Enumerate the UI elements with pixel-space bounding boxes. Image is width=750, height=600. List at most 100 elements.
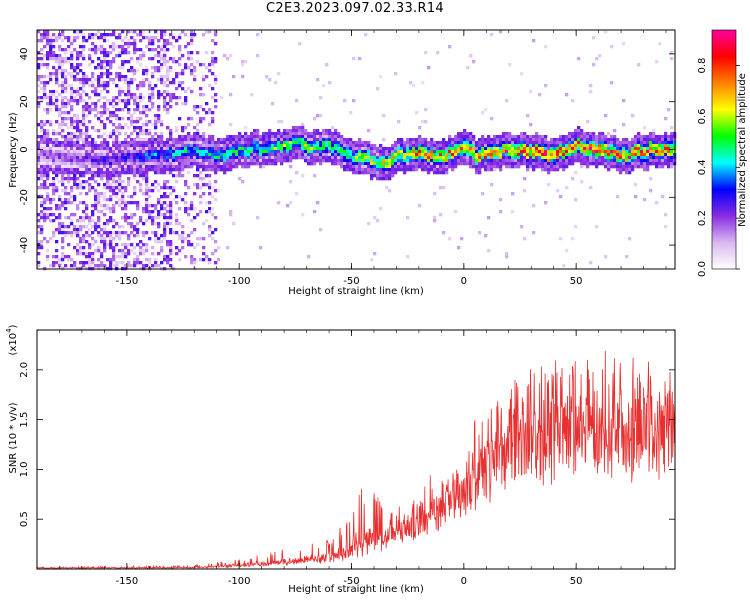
spectrogram-cell [589,144,593,148]
spectrogram-cell [88,33,92,37]
spectrogram-cell [70,147,74,151]
spectrogram-cell [148,165,152,169]
spectrogram-cell [175,174,179,178]
spectrogram-cell [151,204,155,208]
spectrogram-cell [493,144,497,148]
spectrogram-cell [157,135,161,139]
spectrogram-cell [73,135,77,139]
spectrogram-cell [397,153,401,157]
spectrogram-cell [664,159,668,163]
spectrogram-cell [646,168,650,172]
spectrogram-cell [124,252,128,256]
spectrogram-cell [40,171,44,175]
spectrogram-cell [103,153,107,157]
spectrogram-cell [289,165,293,169]
spectrogram-cell [478,141,482,145]
spectrogram-cell [136,132,140,136]
spectrogram-cell [154,123,158,127]
spectrogram-cell [169,150,173,154]
spectrogram-cell [532,153,536,157]
spectrogram-cell [109,114,113,118]
spectrogram-cell [643,147,647,151]
spectrogram-cell [100,105,104,109]
spectrogram-cell [169,69,173,73]
spectrogram-cell [382,147,386,151]
spectrogram-cell [646,147,650,151]
spectrogram-cell [82,48,86,52]
spectrogram-cell [112,156,116,160]
spectrogram-cell [622,141,626,145]
spectrogram-cell [106,186,110,190]
spectrogram-cell [109,216,113,220]
spectrogram-cell [115,72,119,76]
spectrogram-cell [106,135,110,139]
spectrogram-cell [229,150,233,154]
spectrogram-cell [193,78,197,82]
spectrogram-cell [103,195,107,199]
spectrogram-cell [76,243,80,247]
spectrogram-cell [142,144,146,148]
spectrogram-cell [460,156,464,160]
spectrogram-cell [160,261,164,265]
spectrogram-cell [202,144,206,148]
spectrogram-cell [154,216,158,220]
spectrogram-cell [64,87,68,91]
spectrogram-cell [187,156,191,160]
spectrogram-cell [286,156,290,160]
spectrogram-cell [55,216,59,220]
spectrogram-cell [154,159,158,163]
spectrogram-cell [535,150,539,154]
spectrogram-cell [295,141,299,145]
spectrogram-cell [607,168,611,172]
spectrogram-cell [115,36,119,40]
spectrogram-cell [88,153,92,157]
spectrogram-cell [262,144,266,148]
spectrogram-cell [82,153,86,157]
spectrogram-cell [61,120,65,124]
spectrogram-cell [76,228,80,232]
spectrogram-cell [127,99,131,103]
spectrogram-cell [556,147,560,151]
spectrogram-cell [499,159,503,163]
spectrogram-cell [190,156,194,160]
spectrogram-cell [82,240,86,244]
spectrogram-cell [226,153,230,157]
spectrogram-cell [403,153,407,157]
spectrogram-cell [583,156,587,160]
spectrogram-cell [319,135,323,139]
spectrogram-cell [646,141,650,145]
spectrogram-cell [289,201,293,205]
spectrogram-cell [523,138,527,142]
spectrogram-cell [160,135,164,139]
spectrogram-cell [520,162,524,166]
spectrogram-cell [457,159,461,163]
spectrogram-cell [139,189,143,193]
spectrogram-cell [49,36,53,40]
spectrogram-cell [190,69,194,73]
spectrogram-cell [109,159,113,163]
spectrogram-cell [154,234,158,238]
spectrogram-cell [403,162,407,166]
spectrogram-cell [193,228,197,232]
spectrogram-cell [220,141,224,145]
spectrogram-cell [571,144,575,148]
spectrogram-cell [121,60,125,64]
spectrogram-cell [103,240,107,244]
spectrogram-cell [46,132,50,136]
spectrogram-cell [643,126,647,130]
spectrogram-cell [142,84,146,88]
spectrogram-cell [190,117,194,121]
spectrogram-cell [529,90,533,94]
spectrogram-cell [652,141,656,145]
spectrogram-cell [100,144,104,148]
spectrogram-cell [88,78,92,82]
spectrogram-cell [418,165,422,169]
spectrogram-cell [253,135,257,139]
spectrogram-cell [256,54,260,58]
spectrogram-cell [628,153,632,157]
spectrogram-cell [112,159,116,163]
spectrogram-cell [157,153,161,157]
spectrogram-cell [385,147,389,151]
spectrogram-cell [334,156,338,160]
spectrogram-cell [241,141,245,145]
